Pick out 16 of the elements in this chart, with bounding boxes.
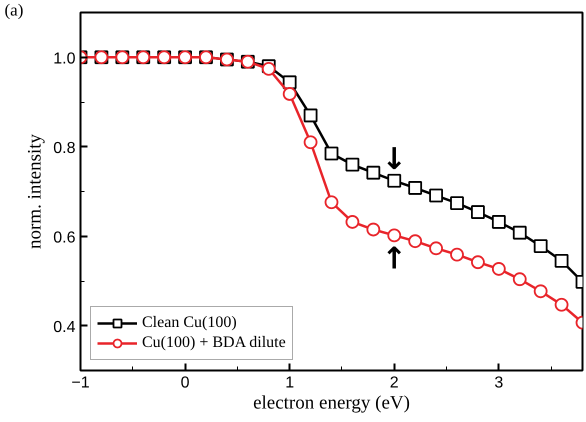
text: (a)	[4, 0, 24, 20]
y-tick-label: 0.4	[53, 318, 76, 336]
annotation: ↓	[382, 142, 407, 177]
legend-label: Clean Cu(100)	[142, 314, 237, 332]
y-axis-title: norm. intensity	[24, 133, 46, 250]
y-tick-label: 0.8	[53, 140, 76, 157]
x-tick-label: 3	[494, 374, 504, 392]
annotation: ↑	[382, 241, 407, 276]
y-tick-label: 1.0	[53, 50, 76, 68]
x-tick-label: −1	[71, 374, 90, 392]
x-tick-label: 1	[285, 374, 294, 392]
legend-label: Cu(100) + BDA dilute	[142, 334, 286, 352]
x-axis-title: electron energy (eV)	[253, 392, 410, 414]
x-tick-label: 2	[390, 374, 399, 392]
x-tick-label: 0	[180, 374, 190, 392]
y-tick-label: 0.6	[53, 229, 76, 246]
